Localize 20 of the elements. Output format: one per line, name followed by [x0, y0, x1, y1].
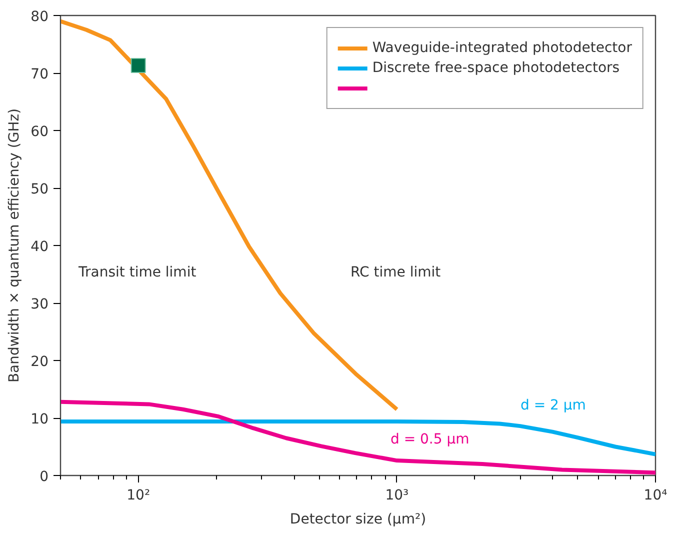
annotation: RC time limit	[350, 264, 442, 280]
legend-label: Waveguide-integrated photodetector	[372, 40, 632, 56]
x-axis-title: Detector size (μm²)	[290, 512, 426, 528]
x-tick-label: 10³	[385, 488, 409, 504]
y-tick-label: 20	[30, 354, 49, 370]
y-tick-label: 30	[30, 296, 49, 312]
y-tick-label: 40	[30, 239, 49, 255]
y-tick-label: 70	[30, 66, 49, 82]
x-tick-label: 10⁴	[644, 488, 668, 504]
y-tick-label: 0	[40, 469, 49, 485]
y-axis-title: Bandwidth × quantum efficiency (GHz)	[6, 108, 23, 383]
y-tick-label: 50	[30, 182, 49, 198]
y-tick-label: 80	[30, 9, 49, 25]
x-tick-label: 10²	[126, 488, 150, 504]
annotation: d = 0.5 μm	[390, 432, 470, 448]
legend-label: Discrete free-space photodetectors	[372, 60, 620, 76]
annotation: Transit time limit	[78, 264, 197, 280]
y-tick-label: 60	[30, 124, 49, 140]
y-tick-label: 10	[30, 412, 49, 428]
annotation: d = 2 μm	[520, 398, 586, 414]
